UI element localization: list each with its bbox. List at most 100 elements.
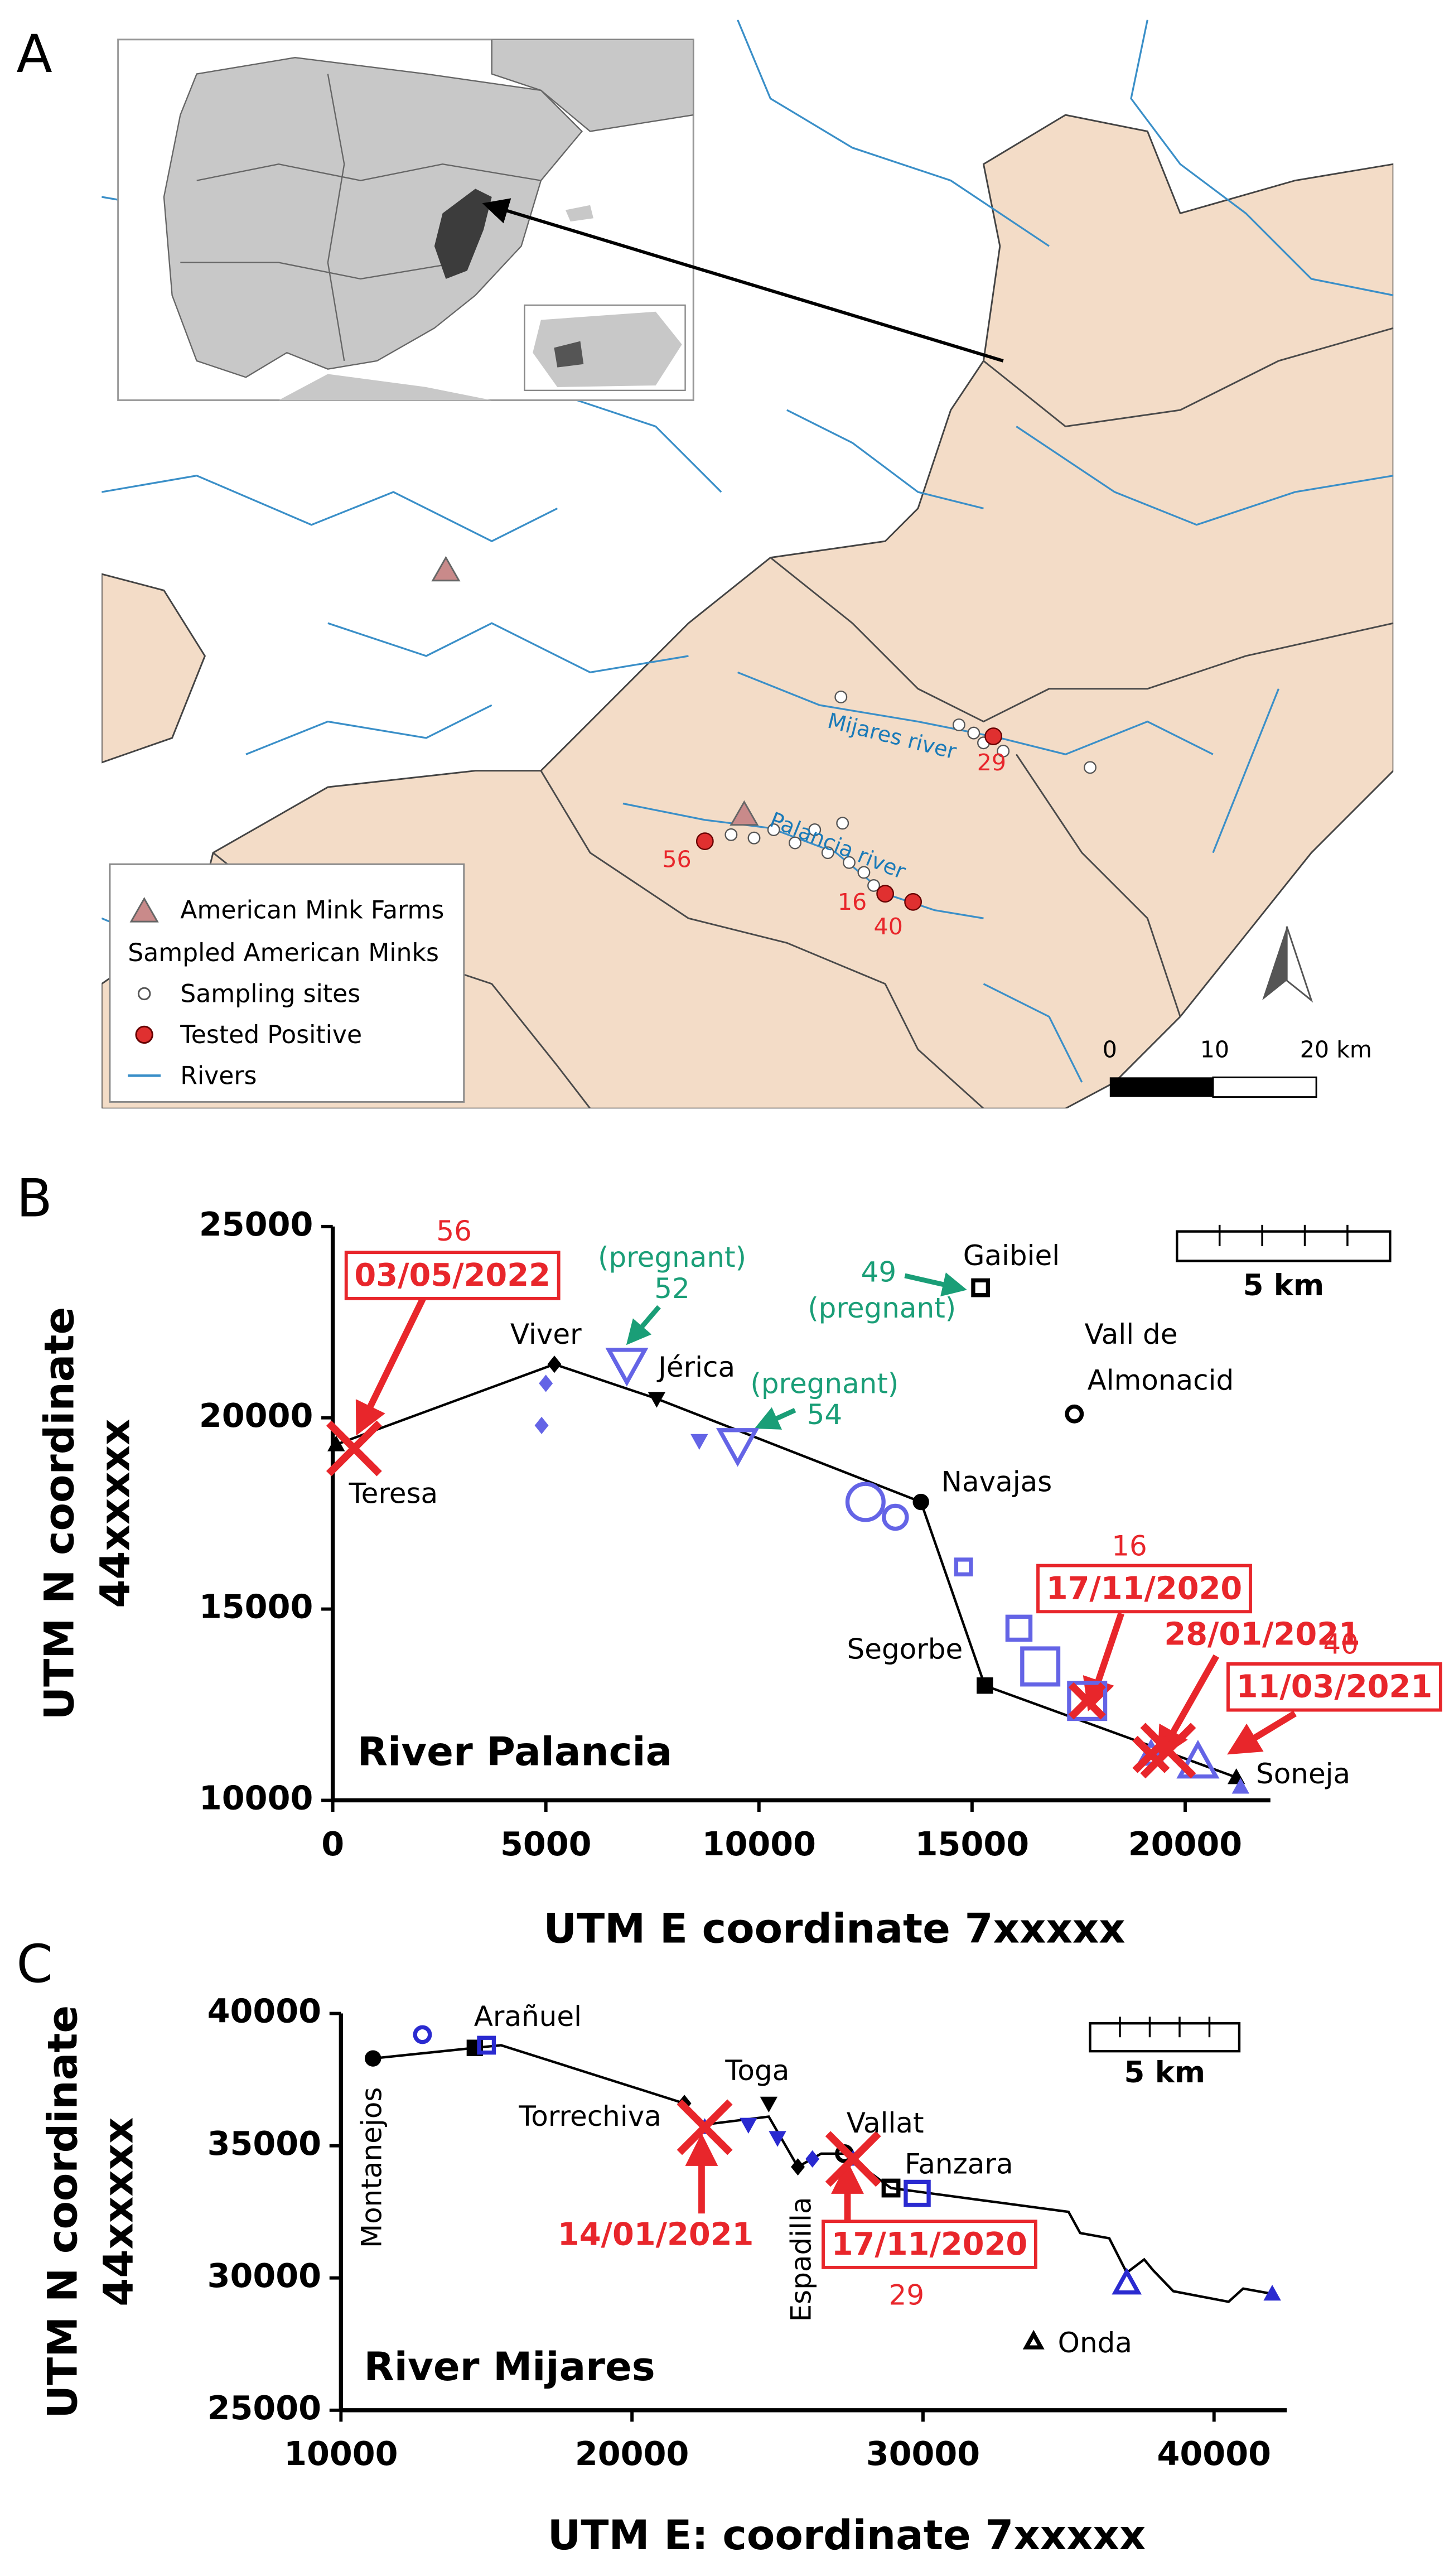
- arrow: [904, 1272, 967, 1297]
- marker: [882, 1503, 909, 1531]
- marker: [971, 1278, 991, 1297]
- legend-box: [109, 863, 465, 1103]
- annotation: 54: [807, 1398, 843, 1431]
- annotation: 17/11/2020: [1046, 1570, 1243, 1607]
- annotation: (pregnant): [750, 1367, 899, 1400]
- x-tick-label: 20000: [575, 2434, 689, 2473]
- annotation: (pregnant): [598, 1241, 746, 1273]
- marker: [539, 1374, 553, 1392]
- scale-bar: [1109, 1077, 1213, 1097]
- arrow: [626, 1305, 661, 1345]
- marker: [740, 2117, 757, 2134]
- north-arrow: [1262, 926, 1287, 1001]
- scale-box: [1176, 1230, 1392, 1262]
- y-axis-title: UTM N coordinate: [36, 1307, 84, 1720]
- x-axis-title: UTM E: coordinate 7xxxxx: [548, 2512, 1146, 2559]
- scale-label: 5 km: [1243, 1268, 1325, 1303]
- marker: [547, 1355, 562, 1373]
- marker: [365, 2050, 381, 2067]
- marker: [1112, 2268, 1142, 2295]
- x-axis-title: UTM E coordinate 7xxxxx: [543, 1906, 1125, 1953]
- annotation: Montanejos: [356, 2087, 388, 2248]
- annotation: Soneja: [1256, 1758, 1350, 1790]
- marker: [413, 2025, 432, 2044]
- annotation: Onda: [1058, 2327, 1132, 2359]
- annotation: 49: [861, 1256, 897, 1289]
- marker: [805, 2150, 820, 2168]
- annotation: Almonacid: [1088, 1364, 1234, 1396]
- case-label: 40: [874, 913, 903, 940]
- x-tick-label: 5000: [500, 1825, 592, 1863]
- marker: [1068, 1682, 1106, 1720]
- x-tick-label: 10000: [284, 2434, 398, 2473]
- annotation: Arañuel: [474, 2000, 582, 2033]
- marker: [1067, 1681, 1108, 1721]
- annotation: Teresa: [349, 1477, 438, 1509]
- annotation: Viver: [510, 1318, 582, 1350]
- marker: [477, 2035, 496, 2055]
- annotation: 52: [654, 1272, 690, 1305]
- marker: [845, 1482, 886, 1522]
- marker: [716, 1428, 760, 1467]
- marker: [912, 1493, 929, 1511]
- annotation: 40: [1323, 1628, 1359, 1661]
- annotation: 03/05/2022: [354, 1257, 550, 1294]
- x-tick-label: 20000: [1128, 1825, 1242, 1863]
- legend-label: Sampling sites: [180, 980, 360, 1008]
- annotation: Espadilla: [785, 2197, 818, 2322]
- panel-label: C: [16, 1934, 53, 1995]
- y-axis-title: 44xxxxx: [92, 1419, 139, 1608]
- marker: [825, 2131, 881, 2187]
- y-tick-label: 15000: [199, 1588, 313, 1626]
- y-tick-label: 20000: [199, 1396, 313, 1435]
- annotation-box: [822, 2220, 1037, 2269]
- marker: [1005, 1614, 1033, 1642]
- annotation: 17/11/2020: [832, 2226, 1028, 2263]
- annotation: Fanzara: [905, 2148, 1013, 2180]
- annotation: 56: [436, 1215, 472, 1247]
- marker: [977, 1677, 993, 1694]
- annotation: 14/01/2021: [558, 2216, 754, 2252]
- marker: [690, 1434, 708, 1450]
- scale-label: 5 km: [1124, 2056, 1205, 2090]
- annotation: 28/01/2021: [1164, 1617, 1360, 1653]
- legend-swatch: [137, 987, 151, 1001]
- annotation: Vall de: [1085, 1318, 1178, 1350]
- marker: [791, 2158, 805, 2176]
- sampling-sites: [724, 690, 1096, 892]
- chart-title: River Palancia: [358, 1729, 672, 1775]
- mink-farm: [431, 556, 461, 582]
- mink-farm: [730, 800, 759, 826]
- arrow: [1157, 1654, 1219, 1760]
- annotation: Jérica: [656, 1351, 735, 1383]
- locator-arrow: [482, 198, 1004, 363]
- marker: [904, 2179, 931, 2207]
- inset-map: [163, 39, 694, 401]
- annotation: Toga: [724, 2054, 789, 2087]
- marker: [677, 2099, 733, 2155]
- arrow: [355, 1297, 426, 1436]
- annotation: Torrechiva: [518, 2100, 661, 2133]
- marker: [881, 2178, 901, 2198]
- legend-label: Rivers: [180, 1062, 257, 1090]
- annotation: Vallat: [847, 2107, 924, 2139]
- arrow: [1227, 1710, 1297, 1755]
- chart-title: River Mijares: [364, 2344, 655, 2390]
- marker: [760, 2096, 778, 2113]
- case-label: 29: [977, 749, 1006, 776]
- x-tick-label: 10000: [702, 1825, 816, 1863]
- scale-label: 10: [1200, 1036, 1229, 1063]
- x-tick-label: 15000: [915, 1825, 1029, 1863]
- panel-label: B: [16, 1169, 52, 1229]
- panel-label: A: [16, 24, 52, 85]
- y-tick-label: 25000: [207, 2389, 321, 2427]
- arrow: [754, 1407, 796, 1430]
- case-label: 16: [838, 889, 867, 915]
- annotation: Segorbe: [847, 1633, 963, 1666]
- marker: [954, 1557, 973, 1577]
- legend-label: Sampled American Minks: [128, 939, 439, 967]
- north-arrow: [1286, 926, 1313, 1003]
- scale-label: 0: [1103, 1036, 1117, 1063]
- scale-bar: [1212, 1076, 1317, 1098]
- legend-swatch: [129, 896, 159, 923]
